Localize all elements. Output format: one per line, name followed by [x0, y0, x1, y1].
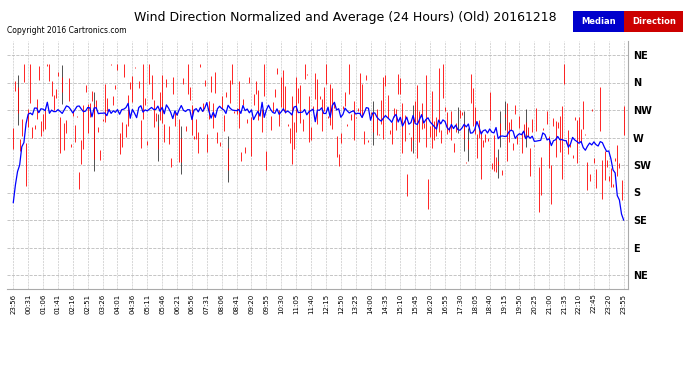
Text: Direction: Direction: [632, 17, 676, 26]
Text: Wind Direction Normalized and Average (24 Hours) (Old) 20161218: Wind Direction Normalized and Average (2…: [134, 11, 556, 24]
Text: Median: Median: [581, 17, 616, 26]
Text: Copyright 2016 Cartronics.com: Copyright 2016 Cartronics.com: [7, 26, 126, 35]
